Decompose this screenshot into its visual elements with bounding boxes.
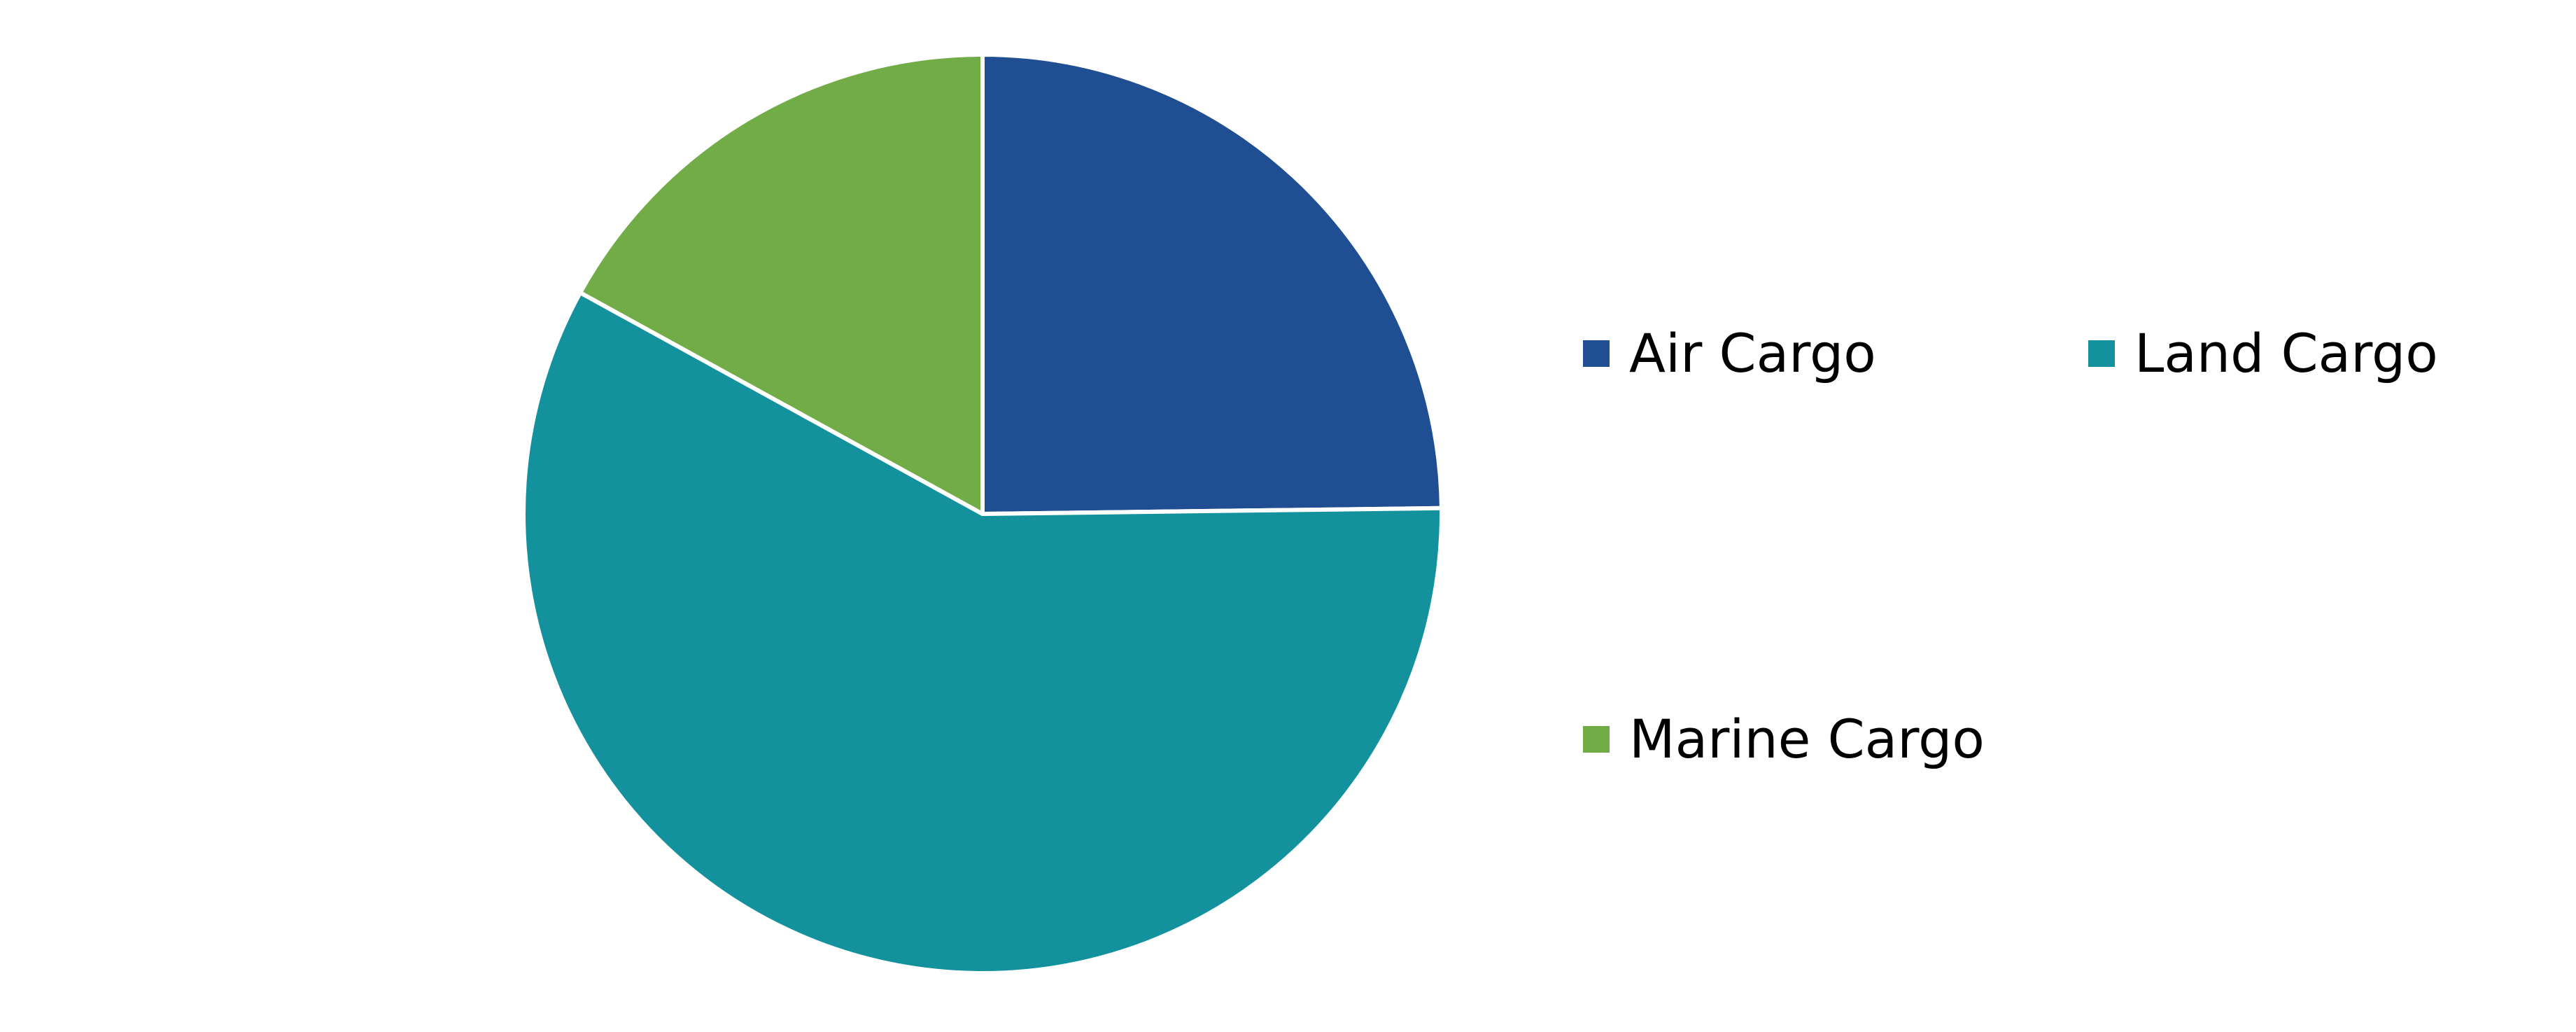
pie-slice-marine-cargo [578, 53, 985, 516]
legend-item-land-cargo: Land Cargo [2088, 322, 2438, 385]
legend-label-land-cargo: Land Cargo [2134, 322, 2438, 384]
legend-label-air-cargo: Air Cargo [1629, 322, 1876, 384]
pie-slice-land-cargo [521, 290, 1444, 975]
legend-item-air-cargo: Air Cargo [1583, 322, 1876, 385]
legend-label-marine-cargo: Marine Cargo [1629, 708, 1985, 770]
pie-slice-air-cargo [980, 53, 1444, 516]
legend-swatch-air-cargo [1583, 340, 1610, 367]
legend-swatch-land-cargo [2088, 340, 2115, 367]
pie-slices [521, 53, 1444, 975]
legend-swatch-marine-cargo [1583, 726, 1610, 753]
legend-item-marine-cargo: Marine Cargo [1583, 708, 1985, 771]
